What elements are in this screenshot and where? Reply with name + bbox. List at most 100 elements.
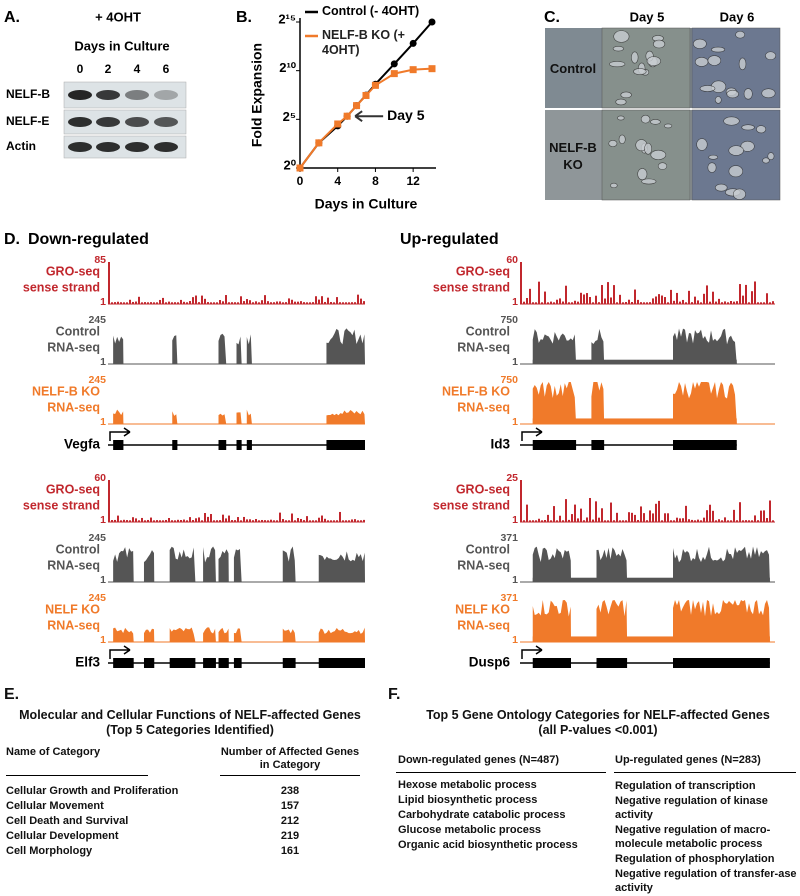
scale-max: 245 [88,592,106,604]
signal-bar [691,519,693,522]
signal-bar [541,520,543,522]
signal-bar [565,499,567,522]
cell [610,182,618,189]
signal-bar [141,302,143,304]
signal-bar [634,289,636,304]
cell [615,98,627,106]
signal-area [596,547,628,582]
track-label: NELF-B KO [442,384,510,398]
signal-bar [628,512,630,522]
signal-bar [285,520,287,522]
signal-bar [141,517,143,522]
signal-fill [532,418,737,424]
signal-bar [604,520,606,522]
signal-bar [766,518,768,522]
signal-bar [520,480,522,522]
signal-bar [111,302,113,304]
signal-bar [201,295,203,304]
gene-exon [172,440,178,450]
signal-bar [333,302,335,304]
signal-bar [610,502,612,522]
signal-bar [676,292,678,304]
signal-area [318,627,365,642]
signal-bar [306,302,308,304]
signal-area [246,409,252,424]
signal-bar [174,520,176,522]
signal-bar [258,302,260,304]
scale-min: 1 [100,634,106,646]
blot-band [125,117,149,127]
signal-bar [733,301,735,304]
cell [738,57,747,71]
table-title: (Top 5 Categories Identified) [106,723,274,737]
cell [613,30,630,43]
signal-bar [168,518,170,522]
signal-bar [360,520,362,522]
signal-bar [571,514,573,522]
signal-bar [225,295,227,304]
point [409,66,417,74]
blot-band [96,90,120,100]
signal-area [203,546,216,582]
signal-bar [532,520,534,522]
table-title: Top 5 Gene Ontology Categories for NELF-… [426,708,770,722]
track-label: sense strand [433,280,510,294]
signal-bar [279,301,281,304]
signal-bar [210,302,212,304]
scale-min: 1 [512,574,518,586]
signal-bar [718,298,720,304]
column-header: Name of Category [6,746,101,758]
signal-bar [324,518,326,522]
legend-label: Control (- 4OHT) [322,4,420,18]
panel-label: A. [4,9,20,26]
list-item: Negative regulation of transfer-ase acti… [615,868,797,894]
signal-bar [282,519,284,522]
signal-bar [622,520,624,522]
signal-bar [616,512,618,522]
signal-bar [592,519,594,522]
signal-bar [718,519,720,522]
signal-bar [240,296,242,304]
signal-bar [556,299,558,304]
cell [657,162,668,170]
table-cell: 161 [280,845,300,857]
rule [220,775,360,776]
signal-bar [327,297,329,304]
signal-area [236,412,242,424]
signal-bar [171,520,173,522]
signal-area [172,411,178,424]
signal-bar [661,295,663,304]
signal-bar [342,302,344,304]
signal-bar [363,519,365,522]
signal-bar [246,519,248,522]
signal-bar [697,519,699,522]
signal-bar [252,520,254,522]
signal-bar [138,296,140,304]
signal-area [113,547,134,582]
list-item: Glucose metabolic process [398,824,542,836]
y-tick-label: 2⁵ [283,109,296,124]
signal-bar [742,295,744,304]
signal-area [113,335,124,364]
signal-bar [108,480,110,522]
signal-bar [571,302,573,304]
point [315,139,323,147]
column-label: Day 6 [720,9,755,24]
signal-bar [751,520,753,522]
signal-bar [231,302,233,304]
signal-bar [183,519,185,522]
signal-area [233,628,242,642]
table-cell: 212 [280,815,300,827]
table-cell: 157 [280,800,300,812]
signal-bar [643,302,645,304]
signal-bar [297,301,299,304]
signal-bar [147,519,149,522]
blot-label: NELF-E [6,114,49,128]
column-label: Day 5 [630,9,665,24]
cell [761,88,776,99]
signal-bar [327,520,329,522]
scale-min: 1 [512,296,518,308]
signal-bar [282,302,284,304]
tss-arrow [521,645,543,659]
signal-bar [553,302,555,304]
